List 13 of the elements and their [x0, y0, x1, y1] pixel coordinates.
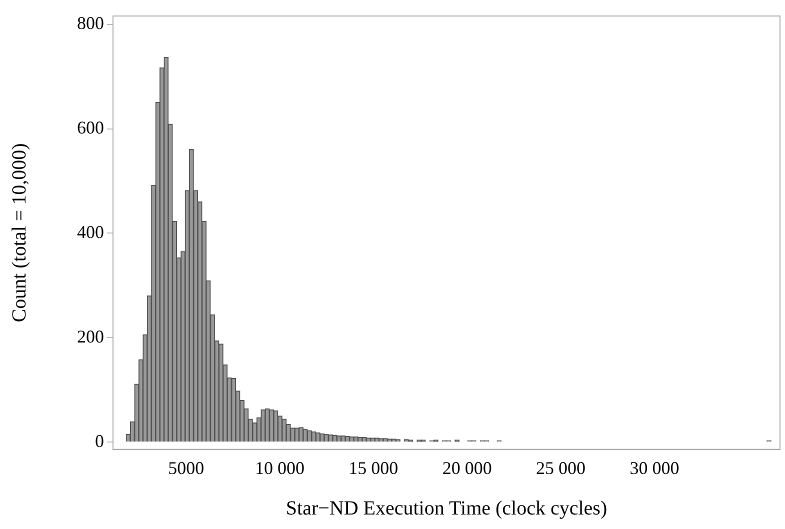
- y-axis-title: Count (total = 10,000): [8, 143, 30, 322]
- x-axis-title: Star−ND Execution Time (clock cycles): [286, 497, 608, 520]
- y-tick-label: 600: [77, 118, 104, 138]
- x-tick-label: 5000: [168, 458, 204, 478]
- y-tick-label: 200: [77, 326, 104, 346]
- x-tick-label: 30 000: [630, 458, 680, 478]
- x-tick-label: 10 000: [255, 458, 304, 478]
- x-tick-label: 15 000: [348, 458, 398, 478]
- x-tick-label: 25 000: [536, 458, 586, 478]
- y-tick-label: 400: [77, 222, 104, 242]
- y-tick-label: 800: [77, 13, 104, 34]
- y-tick-label: 0: [95, 430, 104, 451]
- x-tick-label: 20 000: [442, 458, 492, 478]
